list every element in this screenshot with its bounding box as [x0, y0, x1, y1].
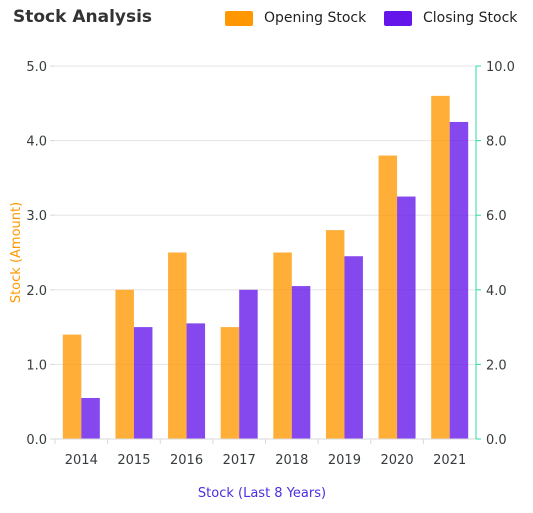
bar-closing-stock [186, 323, 206, 439]
y-tick-label: 5.0 [26, 60, 47, 75]
y-tick-label: 2.0 [26, 284, 47, 299]
bars [62, 95, 469, 439]
bar-closing-stock [81, 397, 100, 439]
x-tick-label: 2015 [117, 453, 150, 468]
x-axis-label: Stock (Last 8 Years) [198, 486, 326, 501]
bar-closing-stock [133, 327, 153, 439]
y-tick-label: 0.0 [26, 433, 47, 448]
legend-swatch-opening [225, 10, 253, 26]
axes [50, 65, 481, 444]
tick-labels: 0.0 1.0 2.0 3.0 4.0 5.0 0.0 2.0 4.0 6.0 8.0 10.0 201… [26, 60, 515, 468]
y-tick-label: 4.0 [26, 135, 47, 150]
legend-label-closing: Closing Stock [423, 10, 518, 26]
bar-opening-stock [325, 230, 345, 439]
bar-opening-stock [273, 252, 292, 439]
bar-closing-stock [449, 121, 469, 439]
y2-tick-label: 8.0 [486, 135, 507, 150]
bar-opening-stock [168, 252, 187, 439]
y2-tick-label: 10.0 [486, 60, 515, 75]
legend-label-opening: Opening Stock [264, 10, 367, 26]
x-tick-label: 2020 [381, 453, 414, 468]
y2-tick-label: 6.0 [486, 209, 507, 224]
y-tick-label: 3.0 [26, 209, 47, 224]
bar-opening-stock [431, 95, 450, 439]
bar-closing-stock [239, 289, 258, 439]
chart-title: Stock Analysis [13, 7, 153, 27]
legend-item-opening-stock[interactable]: Opening Stock [225, 10, 366, 26]
legend-item-closing-stock[interactable]: Closing Stock [384, 10, 517, 26]
x-tick-label: 2021 [433, 453, 466, 468]
y-tick-label: 1.0 [26, 358, 47, 373]
y2-tick-label: 2.0 [486, 358, 507, 373]
x-tick-label: 2018 [275, 453, 308, 468]
y2-tick-label: 0.0 [486, 433, 507, 448]
y2-tick-label: 4.0 [486, 284, 507, 299]
x-tick-label: 2017 [223, 453, 256, 468]
bar-opening-stock [378, 155, 398, 439]
bar-opening-stock [62, 334, 82, 439]
x-tick-label: 2014 [65, 453, 98, 468]
bar-opening-stock [220, 327, 240, 439]
bar-closing-stock [291, 286, 311, 439]
bar-closing-stock [397, 196, 416, 439]
y-axis-label: Stock (Amount) [9, 202, 24, 303]
legend-swatch-closing [384, 10, 412, 26]
x-tick-label: 2016 [170, 453, 203, 468]
x-tick-label: 2019 [328, 453, 361, 468]
bar-opening-stock [115, 289, 134, 439]
bar-closing-stock [344, 256, 363, 439]
